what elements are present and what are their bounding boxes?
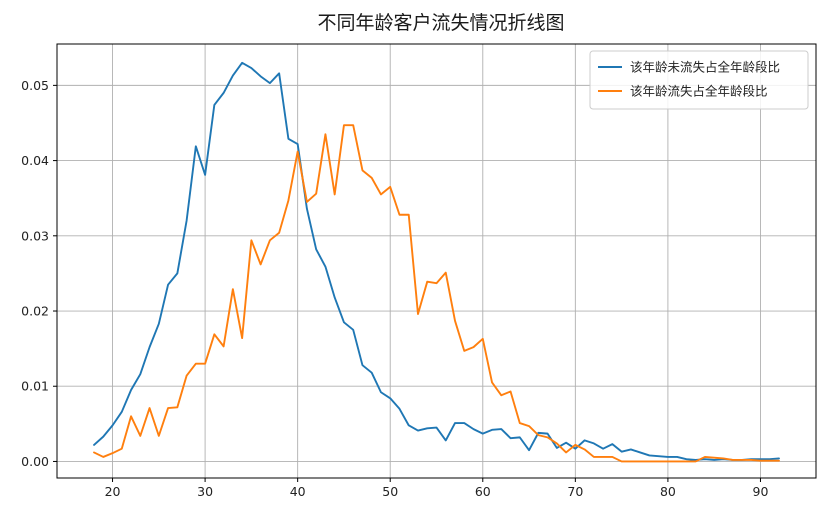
series-line-1 [93, 61, 780, 461]
x-tick-label: 80 [660, 484, 676, 499]
x-tick-label: 20 [105, 484, 121, 499]
y-tick-label: 0.03 [21, 228, 49, 243]
legend-label: 该年龄流失占全年龄段比 [630, 84, 768, 99]
x-tick-label: 30 [197, 484, 213, 499]
x-tick-label: 90 [753, 484, 769, 499]
x-tick-label: 50 [382, 484, 398, 499]
x-tick-label: 60 [475, 484, 491, 499]
y-tick-label: 0.02 [21, 304, 49, 319]
chart-title: 不同年龄客户流失情况折线图 [317, 12, 564, 34]
legend-label: 该年龄未流失占全年龄段比 [630, 60, 780, 75]
ticks-layer: 20 30 40 50 60 70 80 90 0.00 0.01 0.02 0.03 0.04 0.05 [21, 78, 768, 499]
x-tick-label: 40 [290, 484, 306, 499]
y-tick-label: 0.01 [21, 379, 49, 394]
series-layer [93, 61, 780, 463]
series-line-2 [93, 124, 780, 463]
legend-box [589, 50, 809, 110]
y-tick-label: 0.04 [21, 153, 49, 168]
y-tick-label: 0.05 [21, 78, 49, 93]
y-tick-label: 0.00 [21, 454, 49, 469]
plot-frame [56, 43, 817, 479]
x-tick-label: 70 [567, 484, 583, 499]
